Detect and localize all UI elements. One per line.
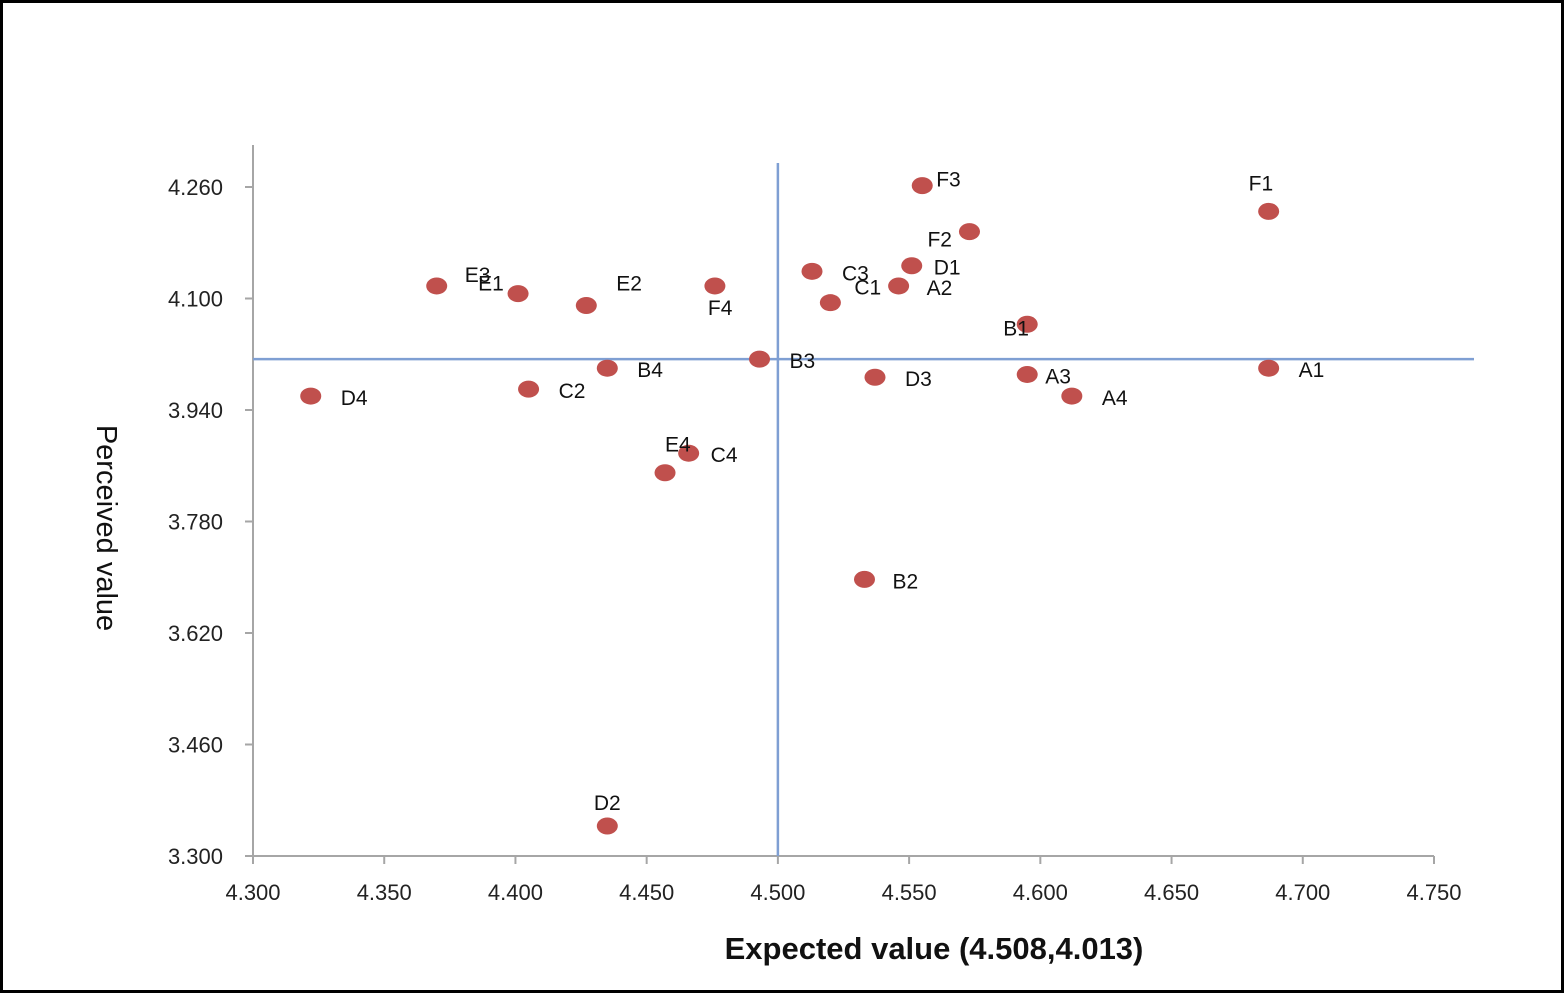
y-tick-label: 4.100: [168, 287, 223, 312]
data-label-b3: B3: [790, 350, 816, 373]
data-point-c3: [801, 262, 823, 280]
data-label-e1: E1: [478, 273, 504, 296]
y-tick-label: 3.780: [168, 510, 223, 535]
data-label-d2: D2: [594, 792, 621, 815]
data-label-b4: B4: [637, 359, 663, 382]
x-tick-label: 4.300: [225, 880, 280, 905]
data-label-e4: E4: [665, 434, 691, 457]
axes: [252, 145, 1434, 857]
x-tick-label: 4.550: [882, 880, 937, 905]
data-point-e1: [507, 285, 529, 303]
data-point-b2: [853, 570, 875, 588]
data-point-b3: [749, 350, 771, 368]
data-label-a3: A3: [1045, 365, 1071, 388]
data-point-f3: [911, 177, 933, 195]
data-label-c4: C4: [711, 444, 738, 467]
x-tick-label: 4.750: [1406, 880, 1461, 905]
x-tick-label: 4.450: [619, 880, 674, 905]
data-label-c2: C2: [559, 380, 586, 403]
data-point-d4: [300, 387, 322, 405]
data-point-a2: [888, 277, 910, 295]
data-point-a3: [1016, 365, 1038, 383]
data-label-d1: D1: [934, 257, 961, 280]
data-label-f3: F3: [936, 169, 961, 192]
data-point-e3: [426, 277, 448, 295]
data-label-d4: D4: [341, 387, 368, 410]
data-label-a4: A4: [1102, 387, 1128, 410]
y-axis-title: Perceived value: [90, 425, 122, 631]
data-label-f2: F2: [927, 229, 952, 252]
data-point-a4: [1061, 387, 1083, 405]
data-label-a2: A2: [927, 277, 953, 300]
data-label-e3: E3: [465, 264, 491, 287]
data-point-c1: [819, 294, 841, 312]
data-label-e2: E2: [616, 272, 642, 295]
data-point-b1: [1016, 315, 1038, 333]
data-point-f1: [1258, 202, 1280, 220]
x-tick-label: 4.700: [1275, 880, 1330, 905]
data-label-c1: C1: [854, 277, 881, 300]
point-labels: A1 A2 A3 A4 B1 B2 B3 B4 C1 C2 C3 C4 D1 D2 D3 D4 E1 E2 E3 E4…: [341, 169, 1325, 815]
y-tick-label: 3.300: [168, 844, 223, 869]
data-point-d1: [901, 257, 923, 275]
data-point-f4: [704, 277, 726, 295]
x-tick-label: 4.400: [488, 880, 543, 905]
data-label-b2: B2: [892, 570, 918, 593]
y-tick-label: 4.260: [168, 175, 223, 200]
y-tick-label: 3.460: [168, 733, 223, 758]
data-label-a1: A1: [1299, 359, 1325, 382]
data-points: [300, 177, 1280, 835]
x-tick-label: 4.350: [357, 880, 412, 905]
data-point-b4: [596, 359, 618, 377]
y-ticks: 3.300 3.460 3.620 3.780 3.940 4.100 4.260: [168, 175, 253, 869]
data-point-c2: [518, 380, 540, 398]
x-tick-label: 4.650: [1144, 880, 1199, 905]
data-point-d2: [596, 817, 618, 835]
data-label-b1: B1: [1003, 317, 1029, 340]
data-point-e4: [654, 464, 676, 482]
data-label-f4: F4: [708, 297, 733, 320]
y-tick-label: 3.620: [168, 621, 223, 646]
data-point-d3: [864, 368, 886, 386]
x-ticks: 4.300 4.350 4.400 4.450 4.500 4.550 4.600 4.650…: [225, 856, 1462, 905]
x-tick-label: 4.500: [750, 880, 805, 905]
data-label-c3: C3: [842, 262, 869, 285]
data-point-c4: [678, 444, 700, 462]
data-label-d3: D3: [905, 368, 932, 391]
data-label-f1: F1: [1249, 172, 1274, 195]
data-point-a1: [1258, 359, 1280, 377]
x-tick-label: 4.600: [1013, 880, 1068, 905]
y-tick-label: 3.940: [168, 398, 223, 423]
data-point-f2: [958, 223, 980, 241]
x-axis-title: Expected value (4.508,4.013): [725, 931, 1144, 966]
reference-lines: [253, 163, 1474, 856]
data-point-e2: [575, 296, 597, 314]
